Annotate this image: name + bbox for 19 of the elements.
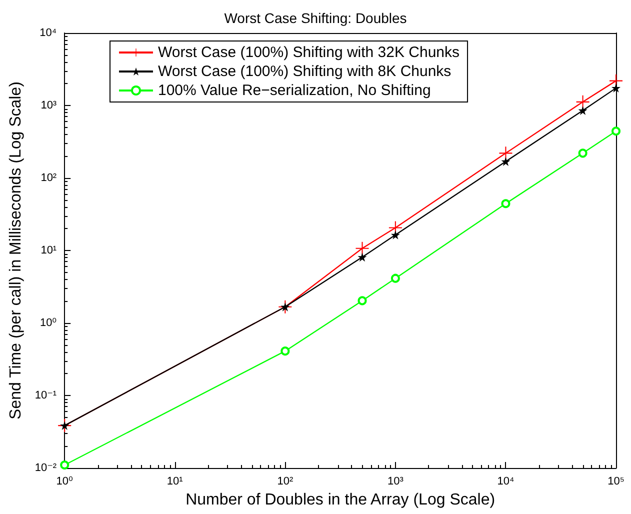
y-tick-label: 10³ xyxy=(40,100,57,112)
legend-label: Worst Case (100%) Shifting with 32K Chunks xyxy=(158,44,460,61)
x-tick-label: 10⁰ xyxy=(56,476,74,488)
x-tick-label: 10⁵ xyxy=(608,476,624,488)
y-tick-label: 10⁻² xyxy=(34,462,57,474)
y-axis-title: Send Time (per call) in Milliseconds (Log Scale) xyxy=(8,82,24,420)
x-tick-label: 10³ xyxy=(387,476,404,488)
y-tick-label: 10⁴ xyxy=(40,27,57,39)
legend-label: 100% Value Re−serialization, No Shifting xyxy=(158,82,431,99)
x-tick-label: 10¹ xyxy=(166,476,184,488)
x-tick-label: 10² xyxy=(277,476,294,488)
y-tick-label: 10² xyxy=(40,172,57,184)
chart-title: Worst Case Shifting: Doubles xyxy=(224,10,407,26)
y-tick-label: 10⁻¹ xyxy=(34,390,57,402)
y-tick-label: 10¹ xyxy=(40,244,57,256)
legend-label: Worst Case (100%) Shifting with 8K Chunks xyxy=(158,63,452,80)
x-axis-title: Number of Doubles in the Array (Log Scale) xyxy=(186,492,496,508)
y-tick-label: 10⁰ xyxy=(40,317,58,329)
x-tick-label: 10⁴ xyxy=(497,476,514,488)
